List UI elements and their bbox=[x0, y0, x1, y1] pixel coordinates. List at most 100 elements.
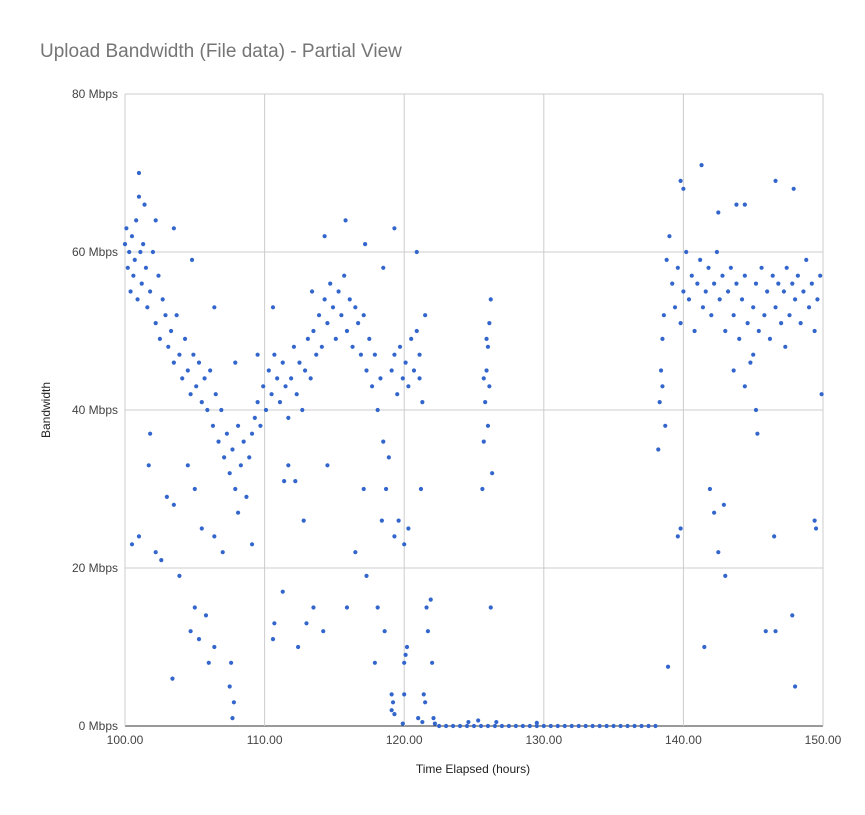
data-point bbox=[286, 463, 291, 468]
data-point bbox=[131, 273, 136, 278]
data-point bbox=[263, 407, 269, 413]
data-point bbox=[227, 684, 232, 689]
data-point bbox=[723, 328, 728, 334]
data-point bbox=[739, 297, 745, 302]
data-point bbox=[305, 336, 310, 341]
data-point bbox=[755, 431, 760, 436]
data-point bbox=[416, 716, 421, 721]
data-point bbox=[196, 360, 202, 365]
y-tick-label: 20 Mbps bbox=[72, 561, 118, 575]
data-point bbox=[488, 297, 493, 302]
data-point bbox=[272, 621, 277, 626]
data-point bbox=[534, 723, 539, 729]
data-point bbox=[392, 226, 397, 231]
data-point bbox=[639, 723, 644, 729]
data-point bbox=[731, 313, 736, 318]
data-point bbox=[432, 721, 438, 726]
data-point bbox=[672, 305, 678, 310]
data-point bbox=[339, 313, 344, 318]
data-point bbox=[314, 352, 319, 357]
data-point bbox=[208, 368, 213, 373]
data-point bbox=[205, 407, 210, 413]
data-point bbox=[258, 423, 263, 428]
data-point bbox=[210, 423, 216, 428]
data-point bbox=[136, 534, 142, 539]
y-tick-label: 80 Mbps bbox=[72, 87, 118, 101]
data-point bbox=[698, 257, 703, 262]
data-point bbox=[282, 479, 287, 484]
data-point bbox=[148, 431, 153, 436]
data-point bbox=[369, 384, 375, 389]
data-point bbox=[499, 723, 505, 729]
data-point bbox=[809, 281, 814, 286]
data-point bbox=[363, 242, 368, 247]
data-point bbox=[397, 344, 403, 349]
x-axis-ticks: 100.00 110.00 120.00 130.00 140.00 150.00 bbox=[107, 733, 842, 747]
data-point bbox=[142, 202, 147, 207]
data-point bbox=[763, 629, 768, 634]
data-point bbox=[153, 218, 158, 223]
data-point bbox=[485, 423, 491, 428]
data-point bbox=[156, 273, 161, 278]
data-point bbox=[478, 723, 484, 729]
data-point bbox=[753, 281, 759, 286]
data-point bbox=[129, 542, 135, 547]
data-point bbox=[238, 463, 243, 468]
data-point bbox=[665, 664, 671, 669]
data-point bbox=[480, 486, 485, 492]
data-point bbox=[189, 257, 195, 262]
data-point bbox=[129, 234, 135, 239]
data-point bbox=[153, 550, 158, 555]
data-point bbox=[196, 637, 202, 642]
data-point bbox=[302, 368, 308, 373]
data-point bbox=[322, 297, 327, 302]
data-point bbox=[272, 352, 277, 357]
data-point bbox=[347, 297, 352, 302]
y-axis-ticks: 0 Mbps 20 Mbps 40 Mbps 60 Mbps 80 Mbps bbox=[72, 87, 118, 733]
data-point bbox=[270, 637, 276, 642]
data-point bbox=[224, 431, 230, 436]
data-point bbox=[541, 723, 546, 729]
data-point bbox=[686, 297, 692, 302]
data-point bbox=[487, 321, 492, 326]
data-point bbox=[437, 723, 442, 729]
data-point bbox=[235, 423, 241, 428]
data-point bbox=[233, 486, 238, 492]
data-point bbox=[378, 376, 383, 381]
data-point bbox=[784, 265, 789, 270]
data-point bbox=[418, 486, 424, 492]
data-point bbox=[425, 629, 431, 634]
data-point bbox=[361, 486, 366, 492]
data-point bbox=[657, 400, 662, 405]
data-point bbox=[389, 708, 394, 713]
data-point bbox=[322, 234, 327, 239]
data-point bbox=[160, 297, 165, 302]
data-point bbox=[166, 344, 171, 349]
data-point bbox=[400, 376, 405, 381]
data-point bbox=[790, 613, 795, 618]
data-point bbox=[773, 629, 778, 634]
data-point bbox=[171, 226, 176, 231]
data-point bbox=[414, 328, 419, 334]
data-point bbox=[266, 368, 271, 373]
data-point bbox=[227, 471, 232, 476]
data-point bbox=[180, 376, 185, 381]
data-point bbox=[203, 613, 209, 618]
data-point bbox=[344, 328, 350, 334]
data-point bbox=[138, 249, 143, 255]
data-point bbox=[411, 368, 417, 373]
data-point bbox=[350, 344, 355, 349]
data-point bbox=[712, 281, 717, 286]
data-point bbox=[289, 376, 294, 381]
data-point bbox=[247, 455, 252, 460]
data-point bbox=[343, 218, 348, 223]
data-point bbox=[725, 289, 731, 294]
data-point bbox=[611, 723, 616, 729]
data-point bbox=[414, 249, 419, 255]
data-point bbox=[731, 368, 736, 373]
data-point bbox=[230, 716, 235, 721]
data-point bbox=[342, 273, 347, 278]
data-point bbox=[159, 558, 164, 563]
data-point bbox=[745, 321, 750, 326]
data-point bbox=[194, 384, 199, 389]
